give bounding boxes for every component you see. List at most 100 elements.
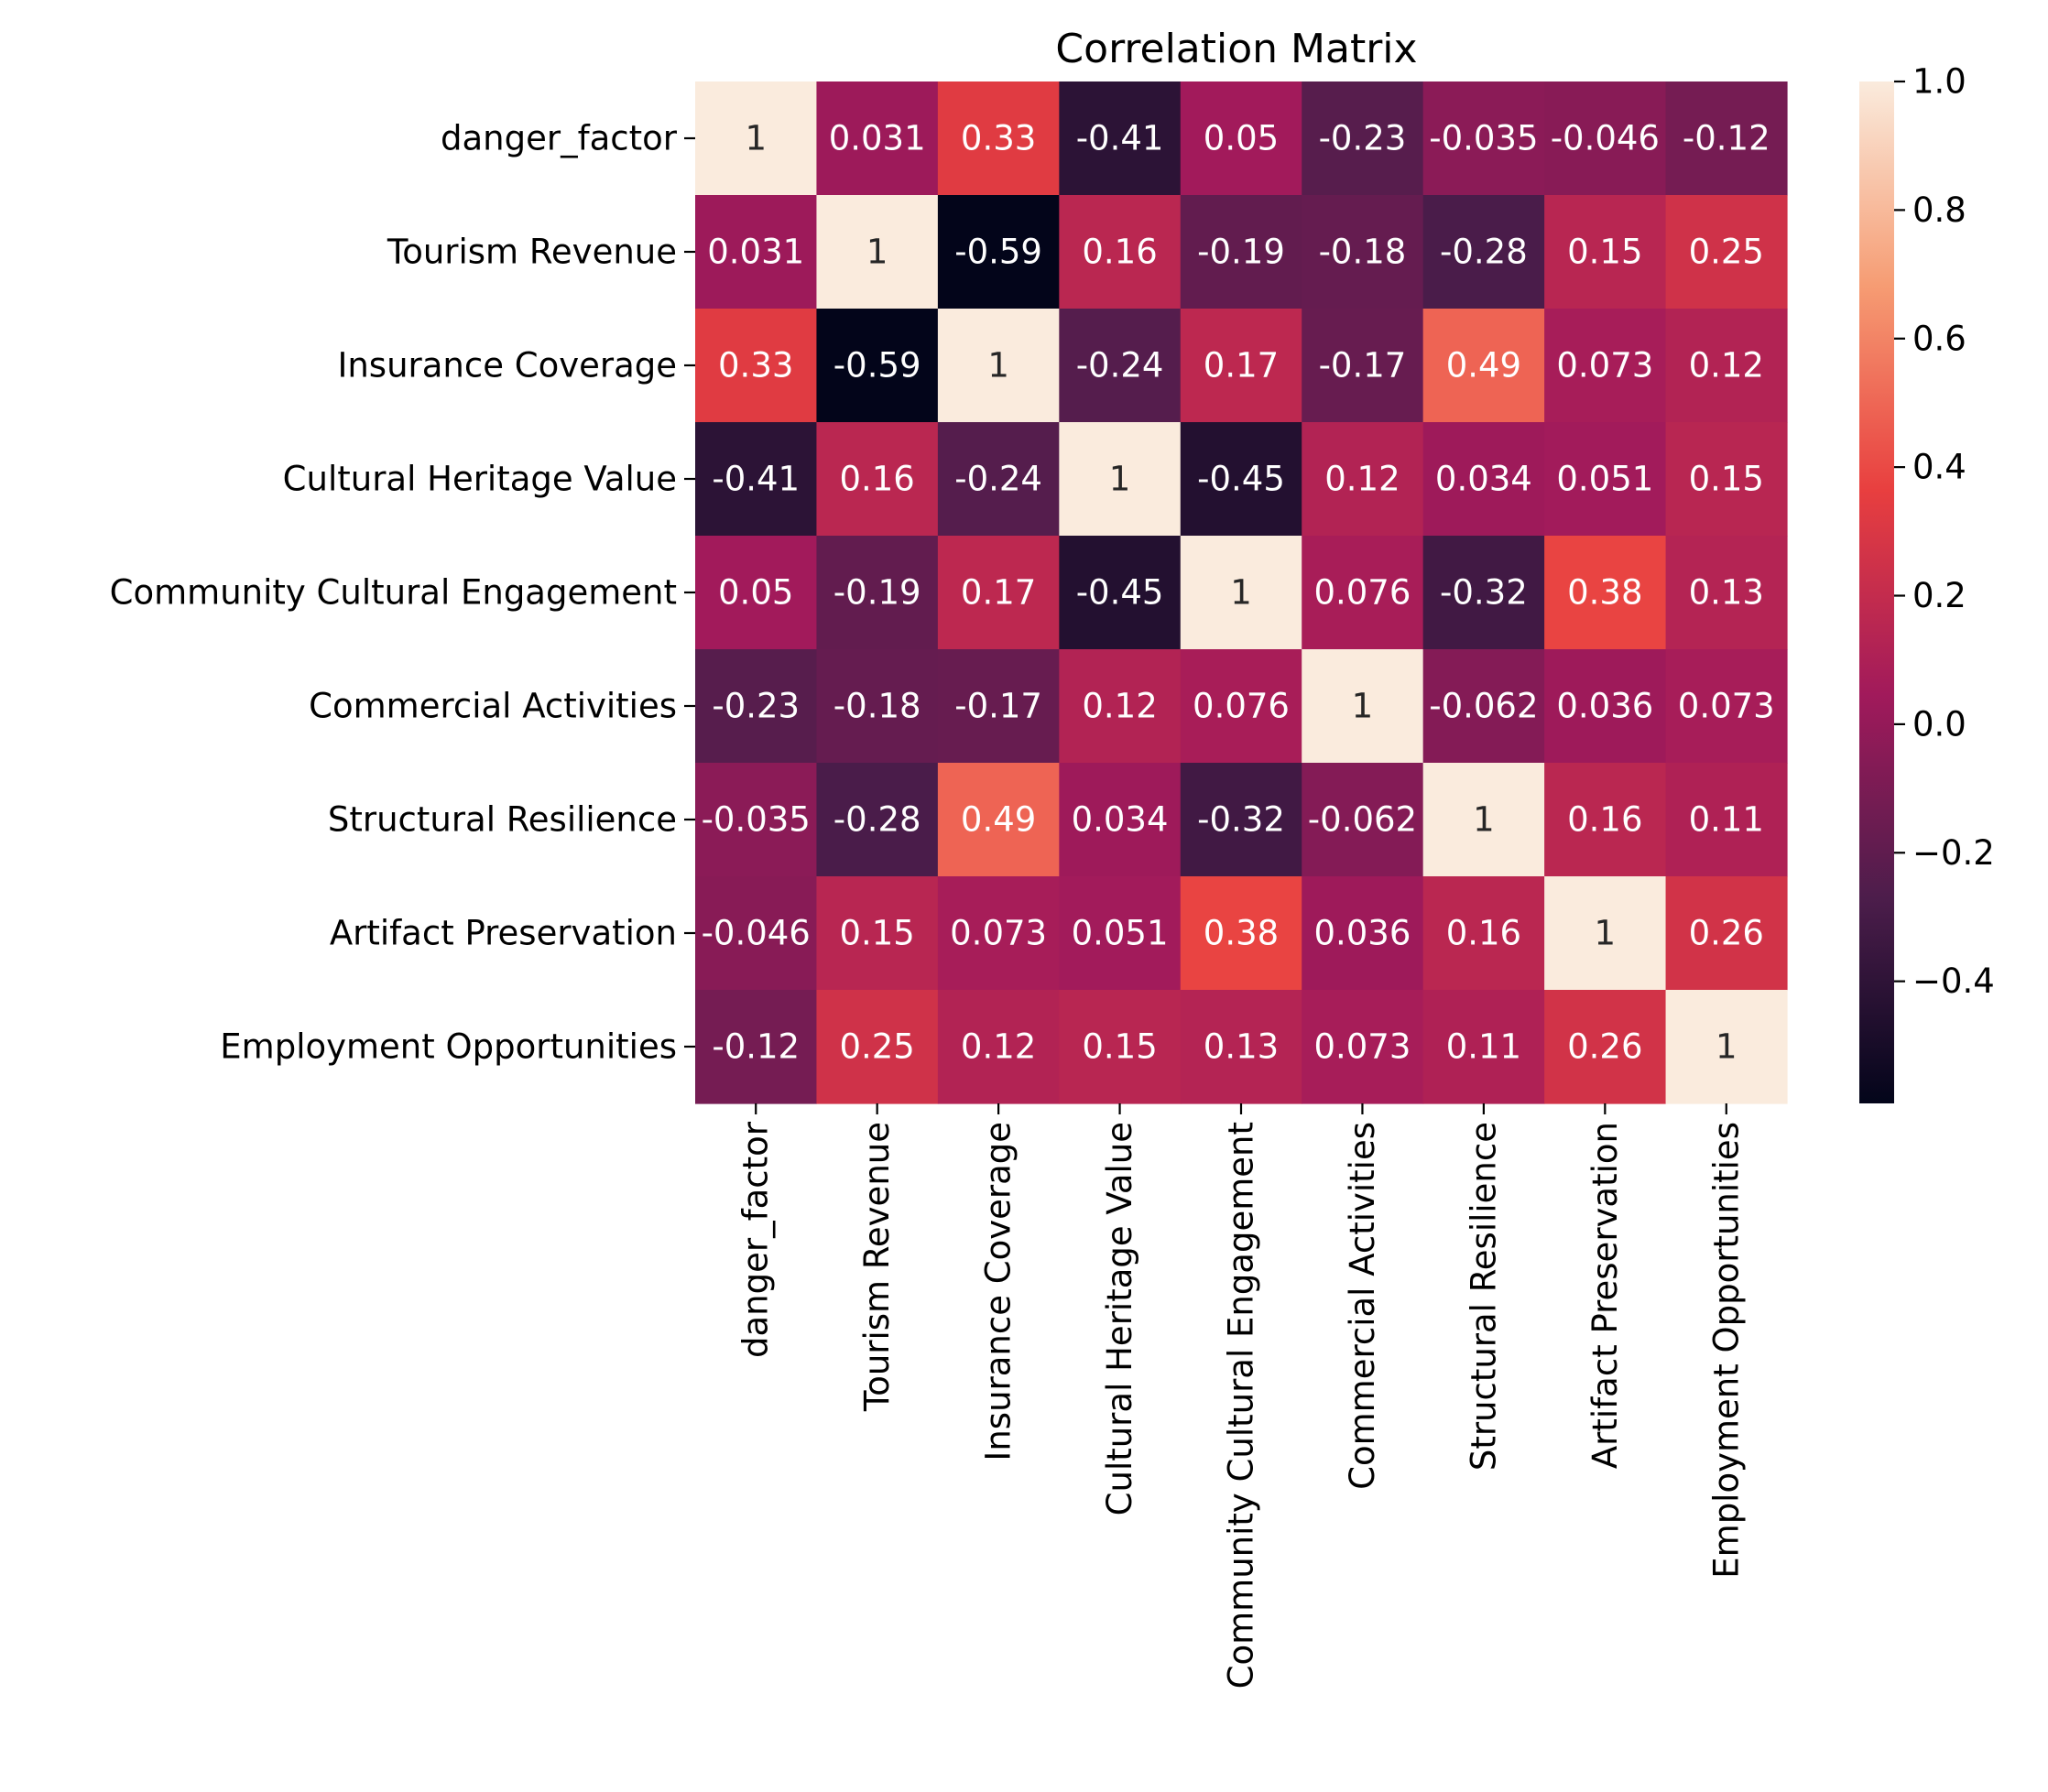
heatmap-cell <box>816 990 939 1104</box>
heatmap-cell <box>1059 309 1182 423</box>
x-tick-label: Insurance Coverage <box>979 1122 1019 1461</box>
cell-annotation: 0.05 <box>718 573 793 613</box>
cell-annotation: -0.18 <box>1319 233 1407 272</box>
heatmap-cell <box>1665 876 1788 991</box>
y-tick-label: Artifact Preservation <box>330 914 677 953</box>
cell-annotation: 0.051 <box>1556 460 1653 499</box>
cell-annotation: 0.33 <box>718 346 793 386</box>
colorbar-tick-label: 0.2 <box>1912 576 1966 615</box>
cell-annotation: -0.17 <box>954 687 1042 726</box>
heatmap-cell <box>937 763 1060 877</box>
heatmap-cell <box>1180 763 1302 877</box>
cell-annotation: 0.16 <box>1446 914 1521 953</box>
heatmap-cell <box>937 195 1060 310</box>
heatmap-cell <box>1544 763 1667 877</box>
cell-annotation: 0.15 <box>1689 460 1764 499</box>
heatmap-cell <box>937 990 1060 1104</box>
cell-annotation: -0.45 <box>1076 573 1164 613</box>
cell-annotation: 0.11 <box>1446 1027 1521 1067</box>
heatmap-cell <box>1180 876 1302 991</box>
cell-annotation: 0.12 <box>1324 460 1400 499</box>
heatmap-cell <box>1302 536 1424 650</box>
cell-annotation: 0.12 <box>961 1027 1036 1067</box>
heatmap-cell <box>1302 763 1424 877</box>
cell-annotation: 0.38 <box>1204 914 1279 953</box>
heatmap-cell <box>1180 649 1302 764</box>
heatmap-cell <box>1059 81 1182 196</box>
cell-annotation: 0.38 <box>1567 573 1642 613</box>
cell-annotation: 0.16 <box>1567 800 1642 840</box>
x-axis-ticks: danger_factor Tourism Revenue Insurance Co… <box>736 1103 1746 1689</box>
heatmap-cell <box>937 81 1060 196</box>
cell-annotation: 1 <box>866 233 888 272</box>
heatmap-cell <box>1665 649 1788 764</box>
heatmap-cell <box>1059 990 1182 1104</box>
heatmap-cell <box>1302 195 1424 310</box>
chart-title: Correlation Matrix <box>1055 26 1417 72</box>
cell-annotation: 0.036 <box>1313 914 1411 953</box>
heatmap-cell <box>1544 195 1667 310</box>
heatmap-cell <box>1180 422 1302 537</box>
heatmap-cell <box>816 195 939 310</box>
heatmap-cell <box>1544 422 1667 537</box>
cell-annotation: -0.23 <box>1319 119 1407 158</box>
cell-annotation: 0.17 <box>961 573 1036 613</box>
heatmap-cell <box>1422 990 1545 1104</box>
colorbar-tick-label: −0.2 <box>1912 833 1995 873</box>
heatmap-cell <box>1302 649 1424 764</box>
heatmap-cell <box>1544 309 1667 423</box>
cell-annotation: 0.073 <box>1678 687 1775 726</box>
cell-annotation: 0.26 <box>1689 914 1764 953</box>
cell-annotation: 0.031 <box>829 119 926 158</box>
cell-annotation: -0.035 <box>1429 119 1538 158</box>
heatmap-cell <box>1180 536 1302 650</box>
heatmap-cell <box>816 876 939 991</box>
colorbar-tick-label: −0.4 <box>1912 961 1995 1001</box>
cell-annotation: 1 <box>987 346 1009 386</box>
cell-annotation: 1 <box>1473 800 1495 840</box>
heatmap-cell <box>1422 536 1545 650</box>
heatmap-cell <box>695 195 818 310</box>
heatmap-cell <box>1302 990 1424 1104</box>
cell-annotation: -0.18 <box>833 687 921 726</box>
y-tick-label: Insurance Coverage <box>337 346 677 386</box>
heatmap-cell <box>1422 195 1545 310</box>
y-tick-label: danger_factor <box>441 119 678 158</box>
cell-annotation: -0.59 <box>833 346 921 386</box>
y-axis-ticks: danger_factor Tourism Revenue Insurance Co… <box>110 119 695 1067</box>
cell-annotation: -0.17 <box>1319 346 1407 386</box>
cell-annotation: -0.28 <box>833 800 921 840</box>
cell-annotation: 0.13 <box>1204 1027 1279 1067</box>
heatmap-cell <box>1180 195 1302 310</box>
cell-annotation: 1 <box>1352 687 1374 726</box>
colorbar: 1.0 0.8 0.6 0.4 0.2 0.0 −0.2 −0.4 <box>1859 62 1995 1103</box>
cell-annotation: -0.19 <box>833 573 921 613</box>
cell-annotation: 0.036 <box>1556 687 1653 726</box>
cell-annotation: -0.45 <box>1197 460 1285 499</box>
cell-annotation: -0.59 <box>954 233 1042 272</box>
heatmap-cell <box>937 876 1060 991</box>
x-tick-label: Structural Resilience <box>1464 1122 1503 1471</box>
heatmap-cell <box>1665 81 1788 196</box>
cell-annotation: -0.046 <box>702 914 811 953</box>
cell-annotation: 0.25 <box>839 1027 914 1067</box>
cell-annotation: 0.17 <box>1204 346 1279 386</box>
cell-annotation: 0.031 <box>707 233 804 272</box>
cell-annotation: 0.12 <box>1689 346 1764 386</box>
heatmap-cell <box>1544 536 1667 650</box>
y-tick-label: Employment Opportunities <box>220 1027 677 1067</box>
heatmap-cell-labels: 1 0.031 0.33 -0.41 0.05 -0.23 -0.035 -0.046 -0.1… <box>702 119 1775 1067</box>
heatmap-cell <box>1059 422 1182 537</box>
heatmap-cell <box>1059 649 1182 764</box>
heatmap-cell <box>1422 81 1545 196</box>
heatmap-cell <box>816 81 939 196</box>
cell-annotation: -0.12 <box>712 1027 800 1067</box>
heatmap-cell <box>937 309 1060 423</box>
cell-annotation: 0.034 <box>1435 460 1532 499</box>
heatmap-cell <box>1665 195 1788 310</box>
cell-annotation: 0.15 <box>839 914 914 953</box>
cell-annotation: -0.046 <box>1551 119 1660 158</box>
cell-annotation: -0.32 <box>1440 573 1528 613</box>
heatmap-cell <box>1665 309 1788 423</box>
